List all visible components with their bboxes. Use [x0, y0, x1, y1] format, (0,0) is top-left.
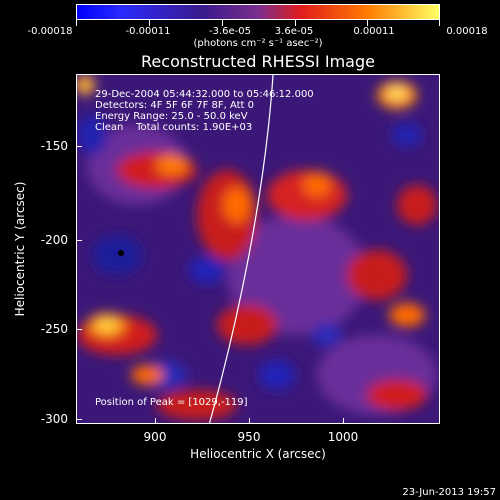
plot-timestamp: 23-Jun-2013 19:57	[402, 487, 496, 498]
clean-info: Clean Total counts: 1.90E+03	[95, 122, 253, 133]
colorbar-tick-label: 0.00011	[353, 26, 395, 37]
x-tick-mark	[249, 418, 250, 424]
rhessi-image: 29-Dec-2004 05:44:32.000 to 05:46:12.000…	[76, 74, 440, 424]
colorbar-tick-label: -3.6e-05	[209, 26, 251, 37]
peak-position: Position of Peak = [1029,-119]	[95, 397, 248, 408]
image-title: Reconstructed RHESSI Image	[141, 52, 375, 71]
y-tick-mark	[76, 419, 82, 420]
x-tick-mark	[343, 418, 344, 424]
colorbar-units: (photons cm⁻² s⁻¹ asec⁻²)	[193, 38, 323, 49]
colorbar-tick-mark	[439, 20, 440, 26]
y-tick-mark	[76, 329, 82, 330]
dark-pixel-marker	[118, 250, 124, 256]
y-axis-title: Heliocentric Y (arcsec)	[13, 181, 27, 317]
x-tick-label: 900	[143, 430, 167, 444]
y-tick-mark	[76, 240, 82, 241]
x-tick-label: 1000	[327, 430, 359, 444]
y-tick-label: -250	[40, 322, 68, 336]
observation-info: 29-Dec-2004 05:44:32.000 to 05:46:12.000…	[95, 89, 314, 133]
image-heatmap	[77, 75, 439, 423]
colorbar-tick-label: -0.00011	[125, 26, 171, 37]
detectors-info: Detectors: 4F 5F 6F 7F 8F, Att 0	[95, 100, 255, 111]
energy-range: Energy Range: 25.0 - 50.0 keV	[95, 111, 248, 122]
colorbar-tick-mark	[76, 20, 77, 26]
colorbar-tick-label: -0.00018	[27, 26, 73, 37]
time-range: 29-Dec-2004 05:44:32.000 to 05:46:12.000	[95, 89, 314, 100]
y-tick-label: -200	[40, 233, 68, 247]
y-tick-mark	[76, 146, 82, 147]
y-tick-label: -150	[40, 139, 68, 153]
colorbar-tick-mark	[222, 20, 223, 26]
y-tick-label: -300	[40, 412, 68, 426]
x-tick-mark	[155, 418, 156, 424]
colorbar-tick-mark	[295, 20, 296, 26]
colorbar-tick-mark	[149, 20, 150, 26]
colorbar-tick-label: 3.6e-05	[274, 26, 314, 37]
solar-limb-line	[208, 75, 274, 423]
colorbar	[76, 4, 440, 20]
x-tick-label: 950	[237, 430, 261, 444]
colorbar-tick-mark	[367, 20, 368, 26]
x-axis-title: Heliocentric X (arcsec)	[190, 447, 326, 461]
colorbar-tick-label: 0.00018	[446, 26, 488, 37]
